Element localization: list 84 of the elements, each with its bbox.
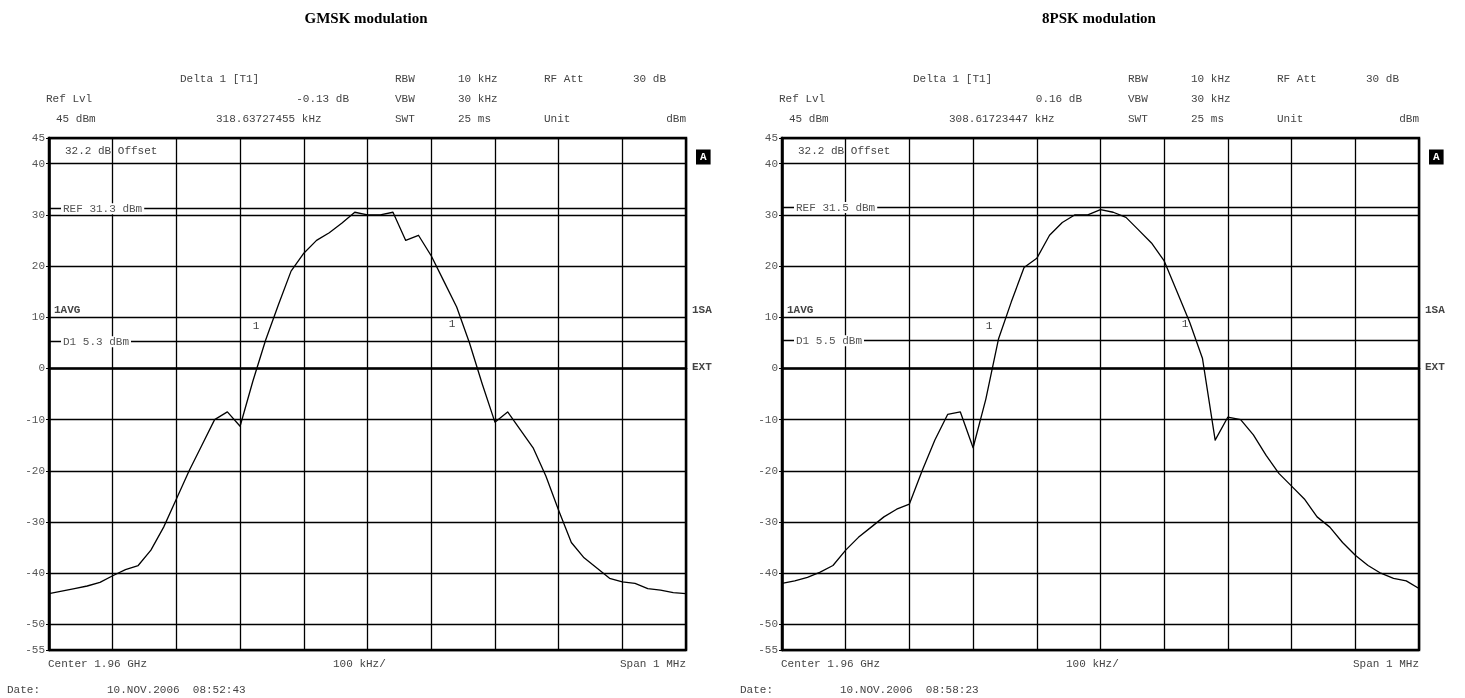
text: 30 kHz — [458, 93, 498, 105]
text: 30 dB — [633, 73, 667, 85]
annotation: 1 — [985, 320, 993, 332]
y-tick-label: -40 — [25, 567, 45, 580]
text: dBm — [666, 113, 687, 125]
y-tick-label: 40 — [764, 157, 778, 170]
ref-line-label: D1 5.3 dBm — [63, 335, 130, 348]
text: 0.16 dB — [1035, 93, 1083, 105]
text: 100 kHz/ — [333, 658, 386, 670]
ref-line-label: REF 31.5 dBm — [796, 201, 876, 214]
text: SWT — [1128, 113, 1149, 125]
text: 318.63727455 kHz — [216, 113, 322, 125]
y-tick-label: -40 — [758, 567, 778, 580]
text: 10.NOV.2006 08:52:43 — [107, 684, 246, 696]
text: 308.61723447 kHz — [949, 113, 1055, 125]
text: 10.NOV.2006 08:58:23 — [840, 684, 979, 696]
text: 25 ms — [458, 113, 492, 125]
text: SWT — [395, 113, 416, 125]
y-tick-label: -50 — [758, 618, 778, 631]
annotation: 1 — [252, 320, 260, 332]
text: RF Att — [544, 73, 584, 85]
text: -0.13 dB — [296, 93, 350, 105]
text: VBW — [1128, 93, 1149, 105]
annotation: 32.2 dB Offset — [65, 145, 158, 157]
y-tick-label: 30 — [31, 208, 45, 221]
annotation: 32.2 dB Offset — [798, 145, 891, 157]
chart-title: GMSK modulation — [304, 9, 429, 26]
y-tick-label: -30 — [25, 516, 45, 528]
ref-line-label: REF 31.3 dBm — [63, 202, 143, 215]
ref-line-label: D1 5.5 dBm — [796, 334, 863, 347]
text: Span 1 MHz — [619, 658, 686, 670]
text: 25 ms — [1191, 113, 1225, 125]
y-tick-label: 30 — [764, 208, 778, 221]
y-tick-label: 40 — [31, 157, 45, 170]
y-tick-label: 0 — [771, 362, 778, 375]
y-tick-label: -55 — [758, 644, 778, 656]
text: 1SA — [1425, 304, 1446, 316]
text: Date: — [7, 684, 41, 696]
text: Delta 1 [T1] — [913, 73, 993, 85]
y-tick-label: -20 — [25, 464, 45, 477]
text: 10 kHz — [1191, 73, 1231, 85]
text: Center 1.96 GHz — [781, 658, 881, 670]
text: A — [1433, 151, 1440, 163]
text: Span 1 MHz — [1352, 658, 1419, 670]
text: RBW — [1128, 73, 1149, 85]
y-tick-label: -10 — [25, 413, 45, 426]
text: 1SA — [692, 304, 713, 316]
text: EXT — [1425, 361, 1446, 373]
text: 45 dBm — [56, 113, 97, 125]
y-tick-label: 10 — [31, 311, 45, 324]
text: Unit — [544, 113, 571, 125]
text: Unit — [1277, 113, 1304, 125]
text: Date: — [740, 684, 774, 696]
text: 30 dB — [1366, 73, 1400, 85]
y-tick-label: -20 — [758, 464, 778, 477]
y-tick-label: -10 — [758, 413, 778, 426]
text: RBW — [395, 73, 416, 85]
text: 10 kHz — [458, 73, 498, 85]
text: EXT — [692, 361, 713, 373]
y-tick-label: 20 — [31, 260, 45, 272]
y-tick-label: 0 — [38, 362, 45, 375]
y-tick-label: 45 — [31, 132, 45, 144]
text: Ref Lvl — [46, 93, 93, 105]
y-tick-label: -55 — [25, 644, 45, 656]
text: Delta 1 [T1] — [180, 73, 260, 85]
text: dBm — [1399, 113, 1420, 125]
annotation: 1AVG — [54, 304, 81, 316]
text: 100 kHz/ — [1066, 658, 1119, 670]
y-tick-label: 45 — [764, 132, 778, 144]
annotation: 1AVG — [787, 304, 814, 316]
text: Center 1.96 GHz — [48, 658, 148, 670]
text: Ref Lvl — [779, 93, 826, 105]
annotation: 1 — [1181, 318, 1189, 330]
annotation: 1 — [448, 318, 456, 330]
text: 30 kHz — [1191, 93, 1231, 105]
y-tick-label: -30 — [758, 516, 778, 528]
y-tick-label: 20 — [764, 260, 778, 272]
text: 45 dBm — [789, 113, 830, 125]
text: A — [700, 151, 707, 163]
y-tick-label: -50 — [25, 618, 45, 631]
y-tick-label: 10 — [764, 311, 778, 324]
chart-title: 8PSK modulation — [1042, 9, 1157, 26]
text: RF Att — [1277, 73, 1317, 85]
text: VBW — [395, 93, 416, 105]
